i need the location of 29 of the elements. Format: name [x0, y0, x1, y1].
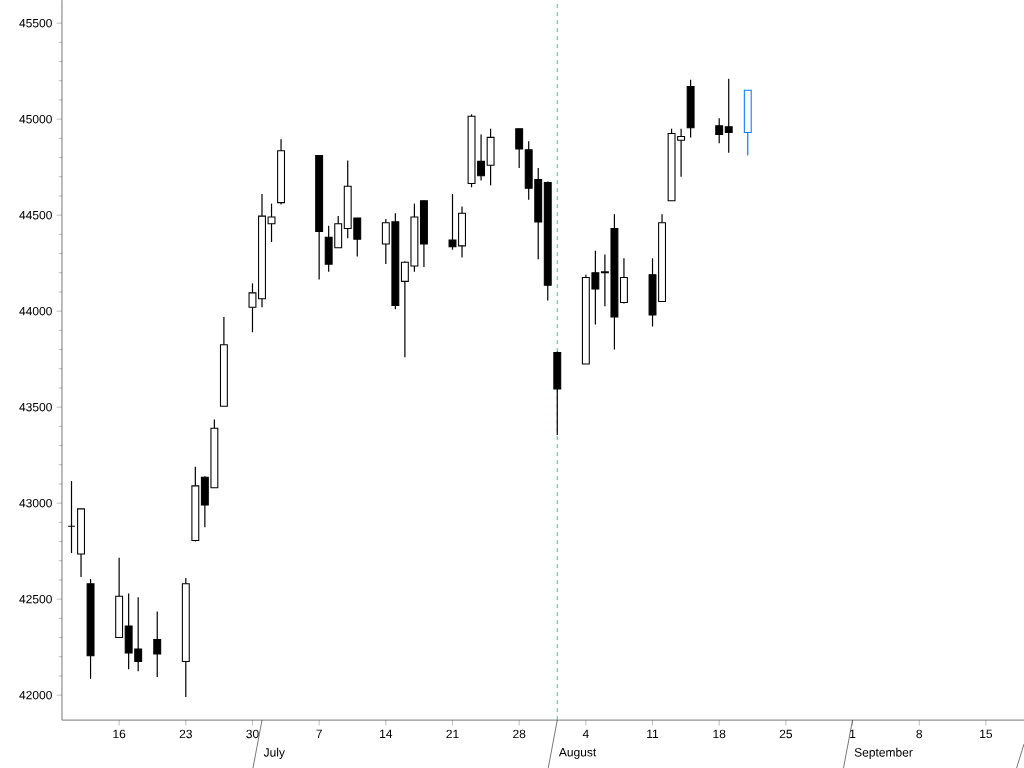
y-tick-label: 45500: [19, 18, 52, 28]
y-tick-label: 42500: [19, 594, 52, 604]
candlestick: [515, 128, 524, 169]
y-tick-label: 44000: [19, 306, 52, 316]
y-tick-label: 43500: [19, 402, 52, 412]
x-tick-label: 28: [513, 729, 526, 739]
x-tick-label: 15: [980, 729, 993, 739]
text: July: [263, 747, 285, 760]
x-tick-label: 25: [779, 729, 793, 739]
x-tick-label: 1: [850, 729, 856, 738]
x-tick-label: 8: [916, 729, 923, 739]
x-tick-label: 21: [446, 729, 459, 739]
x-tick-label: 16: [113, 729, 126, 739]
x-tick-label: 14: [380, 729, 393, 738]
x-tick-label: 4: [582, 729, 589, 738]
candlestick: [153, 611, 162, 678]
x-tick-label: 7: [316, 729, 322, 738]
x-tick-label: 23: [179, 729, 192, 739]
candlestick: [724, 78, 733, 154]
y-tick-label: 45000: [19, 114, 52, 124]
text: August: [558, 748, 597, 759]
y-tick-label: 42000: [19, 690, 52, 700]
y-tick-label: 43000: [19, 498, 52, 508]
y-tick-label: 44500: [19, 210, 52, 220]
x-tick-label: 11: [647, 729, 659, 738]
text: September: [854, 747, 913, 760]
x-tick-label: 18: [713, 729, 726, 739]
x-tick-label: 30: [246, 729, 259, 739]
candlestick: [715, 117, 724, 144]
